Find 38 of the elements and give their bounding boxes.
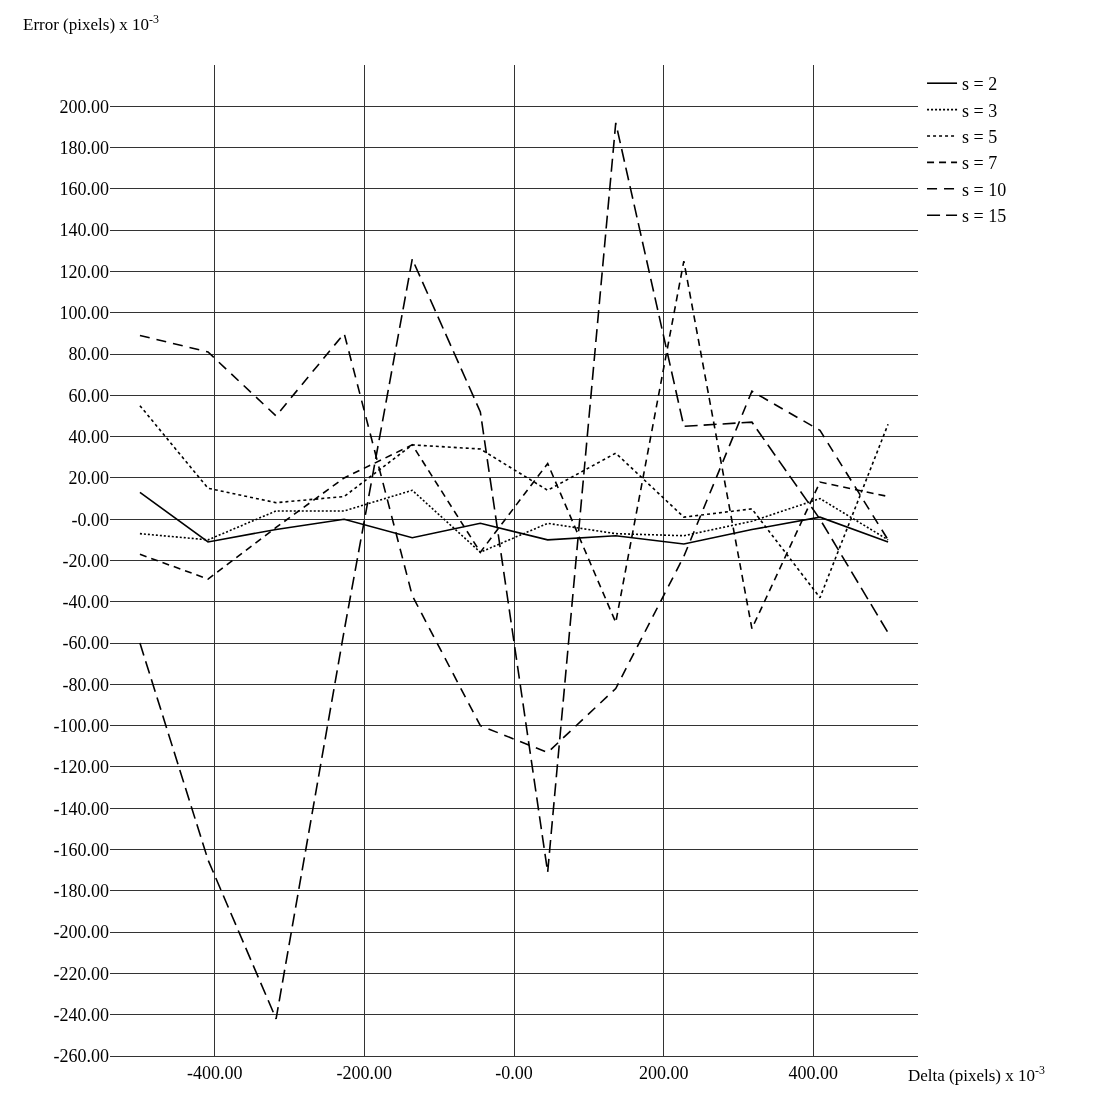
y-tick-label: -40.00 <box>62 592 109 613</box>
x-tick-label: -200.00 <box>336 1062 393 1083</box>
x-tick-label: 200.00 <box>638 1062 689 1083</box>
x-tick-label: -0.00 <box>495 1062 533 1083</box>
x-tick-label: -400.00 <box>186 1062 243 1083</box>
y-tick-label: -60.00 <box>62 633 109 654</box>
y-tick-label: 180.00 <box>59 137 109 158</box>
y-tick-label: 80.00 <box>68 344 109 365</box>
y-tick-label: 140.00 <box>59 220 109 241</box>
y-tick-label: 60.00 <box>68 385 109 406</box>
y-tick-label: -120.00 <box>53 757 109 778</box>
y-tick-label: -200.00 <box>53 922 109 943</box>
y-tick-label: 100.00 <box>59 303 109 324</box>
y-tick-label: 40.00 <box>68 426 109 447</box>
legend-label: s = 5 <box>962 127 998 148</box>
y-tick-label: -240.00 <box>53 1005 109 1026</box>
line-series <box>139 122 889 1020</box>
legend-label: s = 2 <box>962 74 998 95</box>
x-tick-label: 400.00 <box>788 1062 839 1083</box>
y-tick-label: -140.00 <box>53 798 109 819</box>
y-tick-label: -160.00 <box>53 839 109 860</box>
y-tick-label: -100.00 <box>53 715 109 736</box>
y-tick-label: 120.00 <box>59 261 109 282</box>
y-tick-label: 20.00 <box>68 468 109 489</box>
y-tick-label: 160.00 <box>59 179 109 200</box>
y-tick-label: -80.00 <box>62 674 109 695</box>
y-axis-title: Error (pixels) x 10$^{-3}$ <box>23 12 160 35</box>
y-tick-label: -20.00 <box>62 550 109 571</box>
legend-label: s = 3 <box>962 100 998 121</box>
y-tick-label: -0.00 <box>71 509 109 530</box>
y-tick-label: -260.00 <box>53 1046 109 1067</box>
y-tick-label: -180.00 <box>53 881 109 902</box>
y-tick-label: 200.00 <box>59 96 109 117</box>
legend-label: s = 7 <box>962 153 998 174</box>
y-tick-label: -220.00 <box>53 963 109 984</box>
x-axis-title: Delta (pixels) x 10$^{-3}$ <box>908 1063 1045 1086</box>
legend-label: s = 15 <box>962 206 1007 227</box>
legend-label: s = 10 <box>962 179 1007 200</box>
